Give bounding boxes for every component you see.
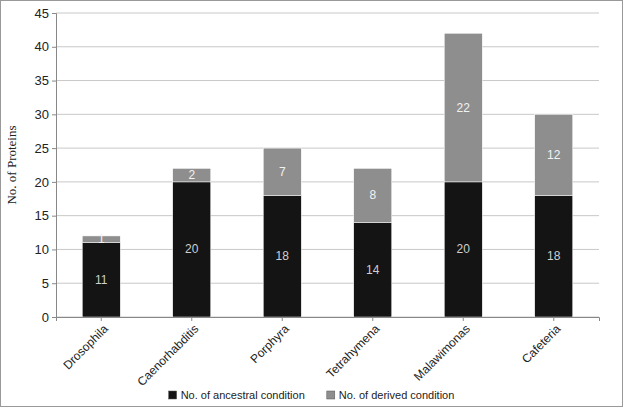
data-label: 22 — [457, 101, 471, 115]
bar-segment — [263, 195, 301, 317]
grid-line — [56, 114, 599, 115]
legend-item: No. of derived condition — [327, 389, 455, 401]
legend-swatch — [327, 391, 335, 399]
grid — [56, 13, 599, 317]
y-tick-label: 40 — [35, 39, 49, 54]
x-tick-mark — [553, 317, 554, 321]
y-tick: 10 — [35, 242, 56, 257]
x-tick: Porphyra — [248, 317, 293, 366]
x-axis: Drosophila Caenorhabditis Porphyra Tetrahym… — [57, 317, 600, 389]
y-tick-mark — [52, 249, 56, 250]
bar-segment — [173, 168, 211, 182]
y-tick-mark — [52, 283, 56, 284]
bars — [82, 33, 573, 317]
x-tick-mark — [282, 317, 283, 321]
x-tick-mark — [101, 317, 102, 321]
legend-swatch — [169, 391, 177, 399]
y-tick-label: 25 — [35, 141, 49, 156]
x-tick-label: Tetrahymena — [323, 322, 382, 381]
bar-segment — [354, 222, 392, 317]
data-label: 1 — [98, 232, 105, 246]
y-tick: 15 — [35, 208, 56, 223]
y-tick: 25 — [35, 141, 56, 156]
data-label: 2 — [188, 168, 195, 182]
x-tick: Cafeteria — [519, 317, 564, 366]
data-label: 14 — [366, 263, 380, 277]
y-tick-label: 30 — [35, 107, 49, 122]
y-tick: 35 — [35, 73, 56, 88]
y-axis-line — [52, 14, 57, 318]
legend-label: No. of derived condition — [339, 389, 455, 401]
grid-line — [56, 249, 599, 250]
y-tick-label: 5 — [42, 276, 49, 291]
y-tick: 20 — [35, 175, 56, 190]
grid-line — [56, 46, 599, 47]
x-tick: Caenorhabditis — [134, 317, 201, 389]
legend: No. of ancestral condition No. of derived… — [169, 389, 455, 401]
x-tick-label: Porphyra — [248, 322, 293, 367]
bar-segment — [263, 148, 301, 195]
data-label: 12 — [547, 148, 561, 162]
y-tick-label: 35 — [35, 73, 49, 88]
y-tick: 5 — [42, 276, 56, 291]
legend-label: No. of ancestral condition — [181, 389, 305, 401]
chart-frame — [1, 1, 623, 407]
bar-segment — [354, 168, 392, 222]
y-axis-title: No. of Proteins — [4, 125, 19, 204]
y-tick: 45 — [35, 6, 56, 21]
y-tick-mark — [52, 216, 56, 217]
y-axis: 0 5 10 15 20 25 30 35 40 45 — [35, 6, 57, 325]
data-labels: 11120218714820221812 — [95, 101, 561, 287]
data-label: 7 — [279, 165, 286, 179]
bar-segment — [535, 195, 573, 317]
x-tick-mark — [191, 317, 192, 321]
x-tick-label: Drosophila — [60, 322, 111, 373]
chart-container: 0 5 10 15 20 25 30 35 40 45 Drosophila Caenorhabdit… — [0, 0, 623, 407]
bar-segment — [444, 182, 482, 317]
data-label: 11 — [95, 273, 108, 287]
y-tick-label: 15 — [35, 208, 49, 223]
grid-line — [56, 148, 599, 149]
bar-segment — [444, 33, 482, 182]
y-tick-mark — [52, 182, 56, 183]
y-tick-label: 0 — [42, 310, 49, 325]
grid-line — [56, 80, 599, 81]
y-tick-mark — [52, 114, 56, 115]
y-tick: 0 — [42, 310, 56, 325]
bar-segment — [535, 114, 573, 195]
y-tick-mark — [52, 81, 56, 82]
data-label: 20 — [457, 242, 471, 256]
x-tick: Tetrahymena — [323, 317, 382, 381]
y-tick-mark — [52, 148, 56, 149]
grid-line — [56, 215, 599, 216]
y-tick: 30 — [35, 107, 56, 122]
y-tick-label: 20 — [35, 175, 49, 190]
data-label: 8 — [369, 188, 376, 202]
bar-segment — [173, 182, 211, 317]
grid-line — [56, 181, 599, 182]
y-tick: 40 — [35, 39, 56, 54]
x-tick: Malawimonas — [411, 317, 473, 384]
x-tick-label: Caenorhabditis — [134, 322, 201, 389]
x-axis-line — [57, 318, 600, 322]
legend-item: No. of ancestral condition — [169, 389, 305, 401]
x-tick-mark — [372, 317, 373, 321]
data-label: 18 — [276, 249, 290, 263]
chart-svg: 0 5 10 15 20 25 30 35 40 45 Drosophila Caenorhabdit… — [0, 0, 623, 407]
y-tick-mark — [52, 13, 56, 14]
x-tick-mark — [463, 317, 464, 321]
data-label: 20 — [185, 242, 199, 256]
grid-line — [56, 283, 599, 284]
y-tick-mark — [52, 317, 56, 318]
data-label: 18 — [547, 249, 561, 263]
y-tick-mark — [52, 47, 56, 48]
grid-line — [56, 13, 599, 14]
y-tick-label: 10 — [35, 242, 49, 257]
plot-area: 0 5 10 15 20 25 30 35 40 45 Drosophila Caenorhabdit… — [35, 6, 600, 389]
y-tick-label: 45 — [35, 6, 49, 21]
x-tick-label: Malawimonas — [411, 322, 473, 384]
x-tick: Drosophila — [60, 317, 111, 372]
x-tick-label: Cafeteria — [519, 322, 564, 367]
bar-segment — [82, 243, 120, 317]
